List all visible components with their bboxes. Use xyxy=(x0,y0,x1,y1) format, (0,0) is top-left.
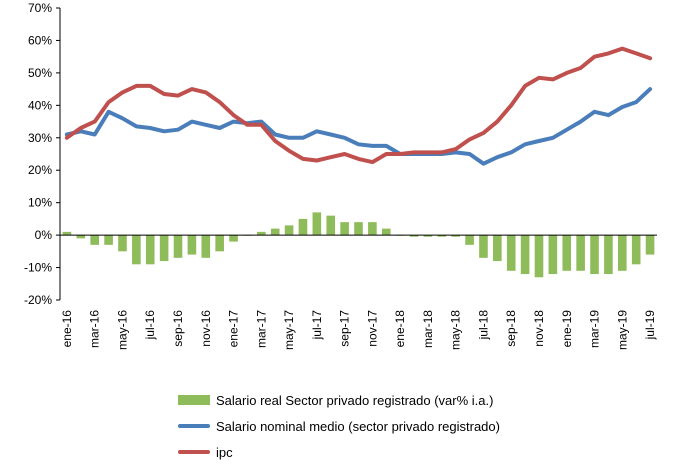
bar xyxy=(284,225,294,236)
bar xyxy=(257,231,266,236)
x-tick-label: may-18 xyxy=(449,310,463,350)
x-tick-label: nov-18 xyxy=(532,310,546,347)
x-tick-label: mar-19 xyxy=(588,310,602,348)
bar xyxy=(576,235,585,271)
y-tick-label: 50% xyxy=(28,66,52,80)
x-tick-label: nov-16 xyxy=(199,310,213,347)
line-series xyxy=(64,46,653,166)
bar xyxy=(340,222,349,236)
bar xyxy=(631,235,641,265)
x-tick-label: sep-16 xyxy=(171,310,185,347)
y-tick-label: 30% xyxy=(28,131,52,145)
x-tick-label: jul-18 xyxy=(476,310,490,341)
x-tick-label: may-19 xyxy=(615,310,629,350)
x-tick-label: jul-19 xyxy=(643,310,657,341)
bar xyxy=(409,235,419,237)
legend-item-salario-nominal: Salario nominal medio (sector privado re… xyxy=(178,413,500,439)
bar xyxy=(326,215,336,236)
legend-label: ipc xyxy=(216,444,233,460)
legend-swatch-bar xyxy=(178,395,210,405)
y-tick-label: 60% xyxy=(28,33,52,47)
x-tick-label: may-17 xyxy=(282,310,296,350)
bar xyxy=(90,235,100,245)
x-tick-label: mar-17 xyxy=(254,310,268,348)
bar xyxy=(270,228,280,236)
bar xyxy=(493,235,502,262)
y-tick-label: 0% xyxy=(35,228,53,242)
x-tick-label: nov-17 xyxy=(365,310,379,347)
legend-item-ipc: ipc xyxy=(178,439,500,465)
bar xyxy=(118,235,127,252)
bar xyxy=(187,235,197,255)
bar xyxy=(562,235,572,271)
y-tick-label: 10% xyxy=(28,196,52,210)
chart: -20% -10% 0% 10% 20% 30% 40% 50% 60% 70% ene-16 ma… xyxy=(24,1,657,350)
bar xyxy=(76,235,86,239)
bar xyxy=(104,235,113,245)
bar xyxy=(604,235,613,275)
bar xyxy=(173,235,183,258)
bar xyxy=(451,235,460,237)
x-tick-label: ene-16 xyxy=(60,310,74,348)
x-tick-label: sep-17 xyxy=(338,310,352,347)
bar xyxy=(201,235,211,258)
bar xyxy=(298,218,308,236)
bar xyxy=(437,235,447,237)
y-axis-ticks: -20% -10% 0% 10% 20% 30% 40% 50% 60% 70% xyxy=(24,1,60,307)
x-tick-label: ene-17 xyxy=(227,310,241,348)
legend-label: Salario nominal medio (sector privado re… xyxy=(216,418,500,434)
legend-swatch-line xyxy=(178,424,210,428)
bar xyxy=(159,235,169,262)
y-tick-label: -20% xyxy=(24,293,52,307)
x-tick-label: sep-18 xyxy=(504,310,518,347)
x-tick-label: ene-18 xyxy=(393,310,407,348)
x-axis-ticks: ene-16 mar-16 may-16 jul-16 sep-16 nov-16 ene-… xyxy=(60,310,657,350)
bar xyxy=(229,235,238,242)
bar xyxy=(354,222,363,236)
series-line-ipc xyxy=(64,46,653,165)
x-tick-label: ene-19 xyxy=(560,310,574,348)
bar xyxy=(548,235,558,275)
bar xyxy=(312,212,322,236)
x-tick-label: mar-16 xyxy=(88,310,102,348)
legend-swatch-line xyxy=(178,450,210,454)
bar xyxy=(645,235,655,255)
bar xyxy=(132,235,141,265)
bar xyxy=(479,235,488,258)
x-tick-label: may-16 xyxy=(115,310,129,350)
y-tick-label: 40% xyxy=(28,98,52,112)
legend-item-salario-real: Salario real Sector privado registrado (… xyxy=(178,387,500,413)
bar xyxy=(506,235,516,271)
x-tick-label: jul-17 xyxy=(310,310,324,341)
x-tick-label: mar-18 xyxy=(421,310,435,348)
bar xyxy=(215,235,224,252)
legend: Salario real Sector privado registrado (… xyxy=(178,387,500,465)
y-tick-label: 70% xyxy=(28,1,52,15)
legend-label: Salario real Sector privado registrado (… xyxy=(216,392,494,408)
bar xyxy=(62,231,72,236)
bar xyxy=(617,235,627,271)
bar xyxy=(423,235,433,237)
series-line-salario-nominal xyxy=(64,87,653,166)
bar-series-salario-real xyxy=(62,212,655,278)
bar xyxy=(520,235,530,275)
bar xyxy=(368,222,377,236)
bar xyxy=(590,235,599,275)
y-tick-label: 20% xyxy=(28,163,52,177)
bar xyxy=(534,235,544,278)
bar xyxy=(145,235,155,265)
y-tick-label: -10% xyxy=(24,261,52,275)
bar xyxy=(465,235,474,245)
bar xyxy=(381,228,391,236)
x-tick-label: jul-16 xyxy=(143,310,157,341)
